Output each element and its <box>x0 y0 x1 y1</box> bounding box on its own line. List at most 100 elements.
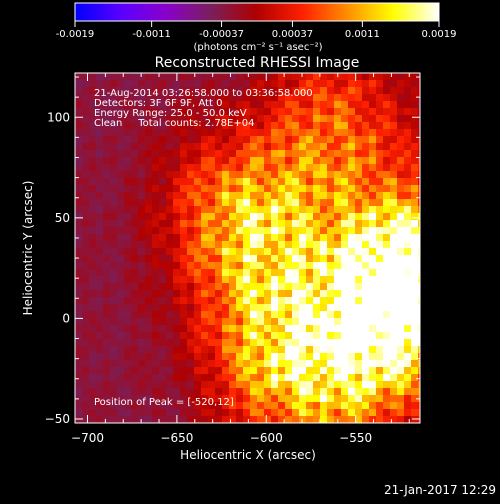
heatmap-cell <box>362 360 369 367</box>
heatmap-cell <box>397 346 404 353</box>
heatmap-cell <box>418 332 420 339</box>
heatmap-cell <box>348 290 355 297</box>
heatmap-cell <box>103 395 110 402</box>
heatmap-cell <box>201 150 208 157</box>
heatmap-cell <box>103 374 110 381</box>
heatmap-cell <box>411 374 418 381</box>
heatmap-cell <box>264 318 271 325</box>
heatmap-cell <box>278 87 285 94</box>
heatmap-cell <box>173 220 180 227</box>
heatmap-cell <box>103 80 110 87</box>
heatmap-cell <box>201 339 208 346</box>
heatmap-cell <box>222 108 229 115</box>
heatmap-cell <box>320 395 327 402</box>
heatmap-cell <box>75 185 82 192</box>
heatmap-cell <box>383 199 390 206</box>
heatmap-cell <box>348 353 355 360</box>
heatmap-cell <box>75 262 82 269</box>
heatmap-cell <box>208 283 215 290</box>
heatmap-cell <box>271 164 278 171</box>
heatmap-cell <box>222 388 229 395</box>
heatmap-cell <box>208 115 215 122</box>
heatmap-cell <box>82 388 89 395</box>
heatmap-cell <box>131 73 138 80</box>
heatmap-cell <box>103 416 110 423</box>
heatmap-cell <box>271 409 278 416</box>
heatmap-cell <box>320 94 327 101</box>
heatmap-cell <box>96 269 103 276</box>
heatmap-cell <box>229 108 236 115</box>
heatmap-cell <box>229 150 236 157</box>
heatmap-cell <box>229 381 236 388</box>
heatmap-cell <box>138 276 145 283</box>
heatmap-cell <box>124 367 131 374</box>
heatmap-cell <box>306 122 313 129</box>
heatmap-cell <box>278 94 285 101</box>
heatmap-cell <box>306 80 313 87</box>
heatmap-cell <box>110 150 117 157</box>
heatmap-cell <box>320 339 327 346</box>
heatmap-cell <box>229 122 236 129</box>
heatmap-cell <box>271 402 278 409</box>
heatmap-cell <box>152 311 159 318</box>
heatmap-cell <box>313 136 320 143</box>
heatmap-cell <box>131 304 138 311</box>
heatmap-cell <box>131 367 138 374</box>
heatmap-cell <box>299 241 306 248</box>
heatmap-cell <box>138 395 145 402</box>
heatmap-cell <box>369 255 376 262</box>
heatmap-cell <box>124 185 131 192</box>
heatmap-cell <box>243 416 250 423</box>
heatmap-cell <box>327 353 334 360</box>
heatmap-cell <box>355 213 362 220</box>
heatmap-cell <box>180 311 187 318</box>
heatmap-cell <box>327 178 334 185</box>
heatmap-cell <box>103 339 110 346</box>
heatmap-cell <box>334 332 341 339</box>
heatmap-cell <box>201 304 208 311</box>
heatmap-cell <box>257 360 264 367</box>
heatmap-cell <box>397 304 404 311</box>
heatmap-cell <box>411 409 418 416</box>
heatmap-cell <box>96 136 103 143</box>
heatmap-cell <box>278 171 285 178</box>
heatmap-cell <box>75 199 82 206</box>
heatmap-cell <box>173 234 180 241</box>
heatmap-cell <box>96 339 103 346</box>
heatmap-cell <box>75 248 82 255</box>
heatmap-cell <box>173 262 180 269</box>
heatmap-cell <box>173 164 180 171</box>
heatmap-cell <box>271 185 278 192</box>
heatmap-cell <box>257 157 264 164</box>
heatmap-cell <box>264 150 271 157</box>
heatmap-cell <box>362 234 369 241</box>
heatmap-cell <box>264 374 271 381</box>
heatmap-cell <box>180 248 187 255</box>
heatmap-cell <box>383 353 390 360</box>
heatmap-cell <box>306 416 313 423</box>
heatmap-cell <box>187 157 194 164</box>
heatmap-cell <box>348 122 355 129</box>
heatmap-cell <box>376 409 383 416</box>
heatmap-cell <box>278 220 285 227</box>
heatmap-cell <box>292 318 299 325</box>
heatmap-cell <box>194 381 201 388</box>
heatmap-cell <box>187 73 194 80</box>
heatmap-cell <box>96 318 103 325</box>
heatmap-cell <box>194 388 201 395</box>
heatmap-cell <box>208 367 215 374</box>
heatmap-cell <box>236 381 243 388</box>
heatmap-cell <box>75 136 82 143</box>
heatmap-cell <box>89 122 96 129</box>
heatmap-cell <box>369 346 376 353</box>
heatmap-cell <box>229 185 236 192</box>
heatmap-cell <box>411 73 418 80</box>
heatmap-cell <box>166 150 173 157</box>
heatmap-cell <box>110 374 117 381</box>
heatmap-cell <box>194 206 201 213</box>
heatmap-cell <box>138 388 145 395</box>
heatmap-cell <box>390 213 397 220</box>
heatmap-cell <box>194 325 201 332</box>
heatmap-cell <box>229 339 236 346</box>
heatmap-cell <box>320 409 327 416</box>
